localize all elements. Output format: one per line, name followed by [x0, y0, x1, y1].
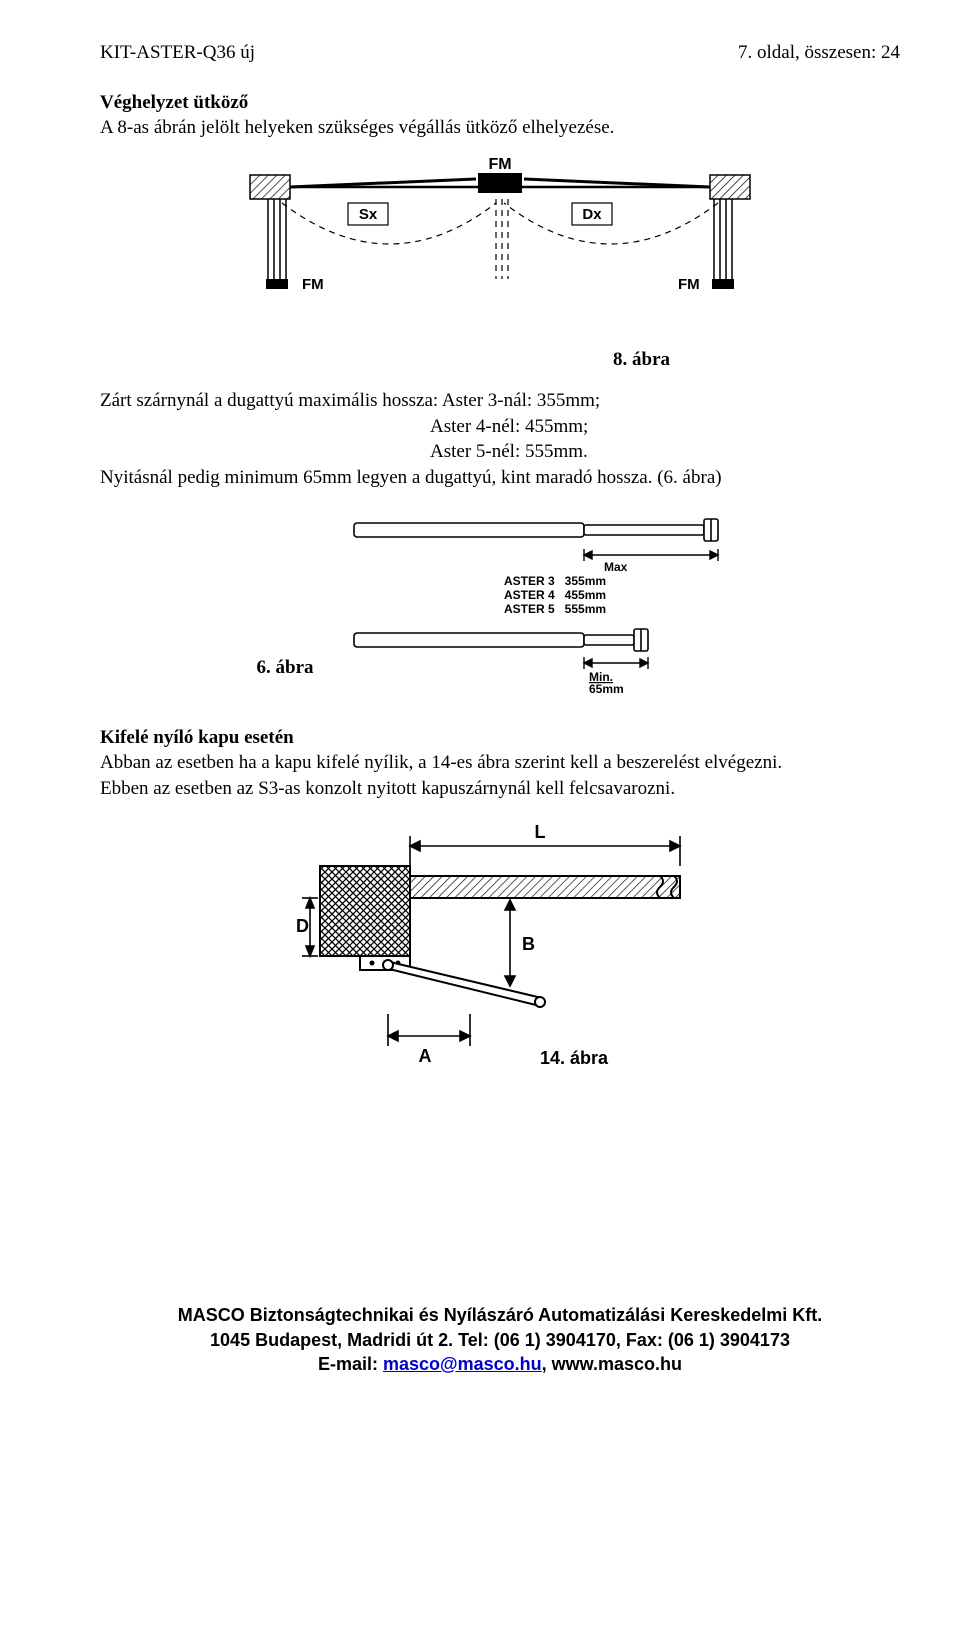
fig8-label-fm-top: FM: [488, 156, 511, 173]
figure-6-caption: 6. ábra: [257, 655, 314, 681]
fig8-label-fm-left: FM: [302, 276, 324, 293]
section1: Véghelyzet ütköző A 8-as ábrán jelölt he…: [100, 90, 900, 141]
page-info: 7. oldal, összesen: 24: [738, 40, 900, 66]
footer-email-link[interactable]: masco@masco.hu: [383, 1354, 542, 1374]
fig14-label-a: A: [419, 1046, 432, 1066]
closed-wing-line3: Aster 5-nél: 555mm.: [100, 439, 900, 465]
fig8-label-sx: Sx: [359, 206, 378, 223]
figure-6-svg: Max ASTER 3 355mm ASTER 4 455mm ASTER 5 …: [344, 505, 744, 695]
section2: Kifelé nyíló kapu esetén Abban az esetbe…: [100, 725, 900, 802]
doc-id: KIT-ASTER-Q36 új: [100, 40, 255, 66]
fig6-label-minval: 65mm: [589, 682, 624, 695]
closed-wing-line4: Nyitásnál pedig minimum 65mm legyen a du…: [100, 465, 900, 491]
closed-wing-line1: Zárt szárnynál a dugattyú maximális hoss…: [100, 388, 900, 414]
section1-text: A 8-as ábrán jelölt helyeken szükséges v…: [100, 117, 614, 138]
figure-8-svg: FM Sx Dx FM FM: [220, 155, 780, 335]
figure-6: 6. ábra Max ASTER 3 355mm ASTER 4 455mm …: [100, 505, 900, 695]
page-header: KIT-ASTER-Q36 új 7. oldal, összesen: 24: [100, 40, 900, 66]
fig14-label-d: D: [296, 916, 309, 936]
section2-line1: Abban az esetben ha a kapu kifelé nyílik…: [100, 752, 782, 773]
footer-line3: E-mail: masco@masco.hu, www.masco.hu: [100, 1352, 900, 1376]
section1-title: Véghelyzet ütköző: [100, 92, 248, 113]
fig14-label-b: B: [522, 934, 535, 954]
footer-email-label: E-mail:: [318, 1354, 383, 1374]
section2-title: Kifelé nyíló kapu esetén: [100, 727, 294, 748]
footer-after-email: , www.masco.hu: [542, 1354, 682, 1374]
figure-8-caption: 8. ábra: [100, 347, 900, 373]
fig6-label-a3: ASTER 3 355mm: [504, 574, 606, 588]
fig8-label-dx: Dx: [582, 206, 602, 223]
closed-wing-line2: Aster 4-nél: 455mm;: [100, 414, 900, 440]
figure-14-caption: 14. ábra: [540, 1048, 609, 1068]
figure-8: FM Sx Dx FM FM 8. ábra: [100, 155, 900, 372]
fig6-label-max: Max: [604, 560, 628, 574]
footer-line1: MASCO Biztonságtechnikai és Nyílászáró A…: [100, 1303, 900, 1327]
figure-14-svg: L D B: [290, 816, 710, 1076]
figure-14: L D B: [100, 816, 900, 1084]
fig14-label-l: L: [535, 822, 546, 842]
page-footer: MASCO Biztonságtechnikai és Nyílászáró A…: [100, 1303, 900, 1376]
section2-line2: Ebben az esetben az S3-as konzolt nyitot…: [100, 778, 675, 799]
closed-wing-block: Zárt szárnynál a dugattyú maximális hoss…: [100, 388, 900, 491]
fig6-label-a5: ASTER 5 555mm: [504, 602, 606, 616]
fig8-label-fm-right: FM: [678, 276, 700, 293]
fig6-label-a4: ASTER 4 455mm: [504, 588, 606, 602]
footer-line2: 1045 Budapest, Madridi út 2. Tel: (06 1)…: [100, 1328, 900, 1352]
